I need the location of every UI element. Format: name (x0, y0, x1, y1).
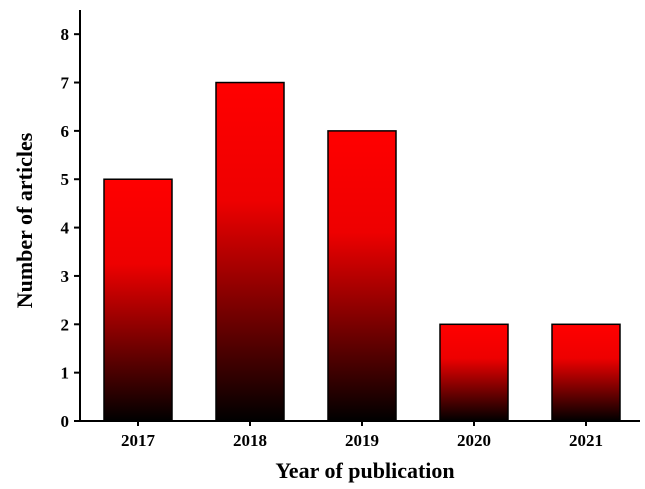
y-axis-ticks: 0 1 2 3 4 5 6 7 8 (61, 25, 80, 431)
bar-2019 (327, 130, 397, 422)
x-tick-label: 2018 (233, 431, 267, 450)
bar-2018 (215, 81, 285, 422)
y-tick-label: 7 (61, 74, 70, 93)
x-tick-label: 2017 (121, 431, 156, 450)
y-tick-label: 8 (61, 25, 70, 44)
bar-2017 (103, 178, 173, 422)
x-axis-title: Year of publication (275, 458, 454, 483)
x-tick-label: 2020 (457, 431, 491, 450)
x-axis-ticks: 2017 2018 2019 2020 2021 (121, 421, 603, 450)
y-tick-label: 0 (61, 412, 70, 431)
y-tick-label: 4 (61, 219, 70, 238)
y-tick-label: 1 (61, 364, 70, 383)
bar-2021 (551, 323, 621, 422)
y-tick-label: 6 (61, 122, 70, 141)
y-tick-label: 5 (61, 170, 70, 189)
bar-2020 (439, 323, 509, 422)
y-axis-title: Number of articles (12, 132, 37, 308)
y-tick-label: 2 (61, 315, 70, 334)
x-tick-label: 2021 (569, 431, 603, 450)
bars-group (103, 81, 621, 422)
x-tick-label: 2019 (345, 431, 379, 450)
y-tick-label: 3 (61, 267, 70, 286)
